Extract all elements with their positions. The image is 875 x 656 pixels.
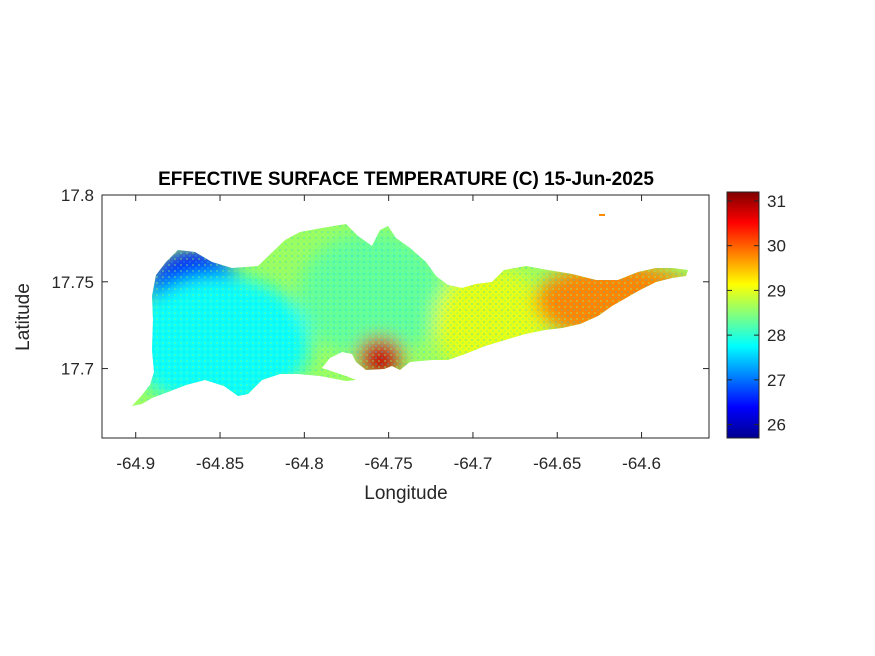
x-tick-label: -64.65 (533, 454, 581, 473)
colorbar-tick-label: 30 (767, 237, 786, 256)
x-tick-label: -64.8 (285, 454, 324, 473)
colorbar-tick-label: 29 (767, 281, 786, 300)
colorbar-tick-label: 27 (767, 371, 786, 390)
x-tick-label: -64.75 (365, 454, 413, 473)
colorbar-tick-label: 28 (767, 326, 786, 345)
x-axis-label: Longitude (364, 483, 447, 504)
colorbar-tick-label: 26 (767, 416, 786, 435)
heatmap-layer (132, 224, 688, 406)
colorbar-tick-label: 31 (767, 192, 786, 211)
y-tick-label: 17.7 (61, 360, 94, 379)
y-axis-label: Latitude (13, 283, 34, 351)
y-axis: 17.7 17.75 17.8 (51, 186, 709, 379)
x-tick-label: -64.85 (196, 454, 244, 473)
islet-marker (599, 214, 605, 216)
heatmap-texture (132, 224, 688, 406)
y-tick-label: 17.8 (61, 186, 94, 205)
x-tick-label: -64.9 (116, 454, 155, 473)
chart-title: EFFECTIVE SURFACE TEMPERATURE (C) 15-Jun… (158, 169, 654, 190)
x-tick-label: -64.6 (622, 454, 661, 473)
y-tick-label: 17.75 (51, 273, 94, 292)
x-tick-label: -64.7 (454, 454, 493, 473)
x-axis: -64.9 -64.85 -64.8 -64.75 -64.7 -64.65 -64.6 (116, 195, 661, 473)
colorbar: 26 27 28 29 30 31 (726, 191, 786, 439)
plot-frame (101, 194, 710, 439)
colorbar-gradient (726, 191, 760, 439)
